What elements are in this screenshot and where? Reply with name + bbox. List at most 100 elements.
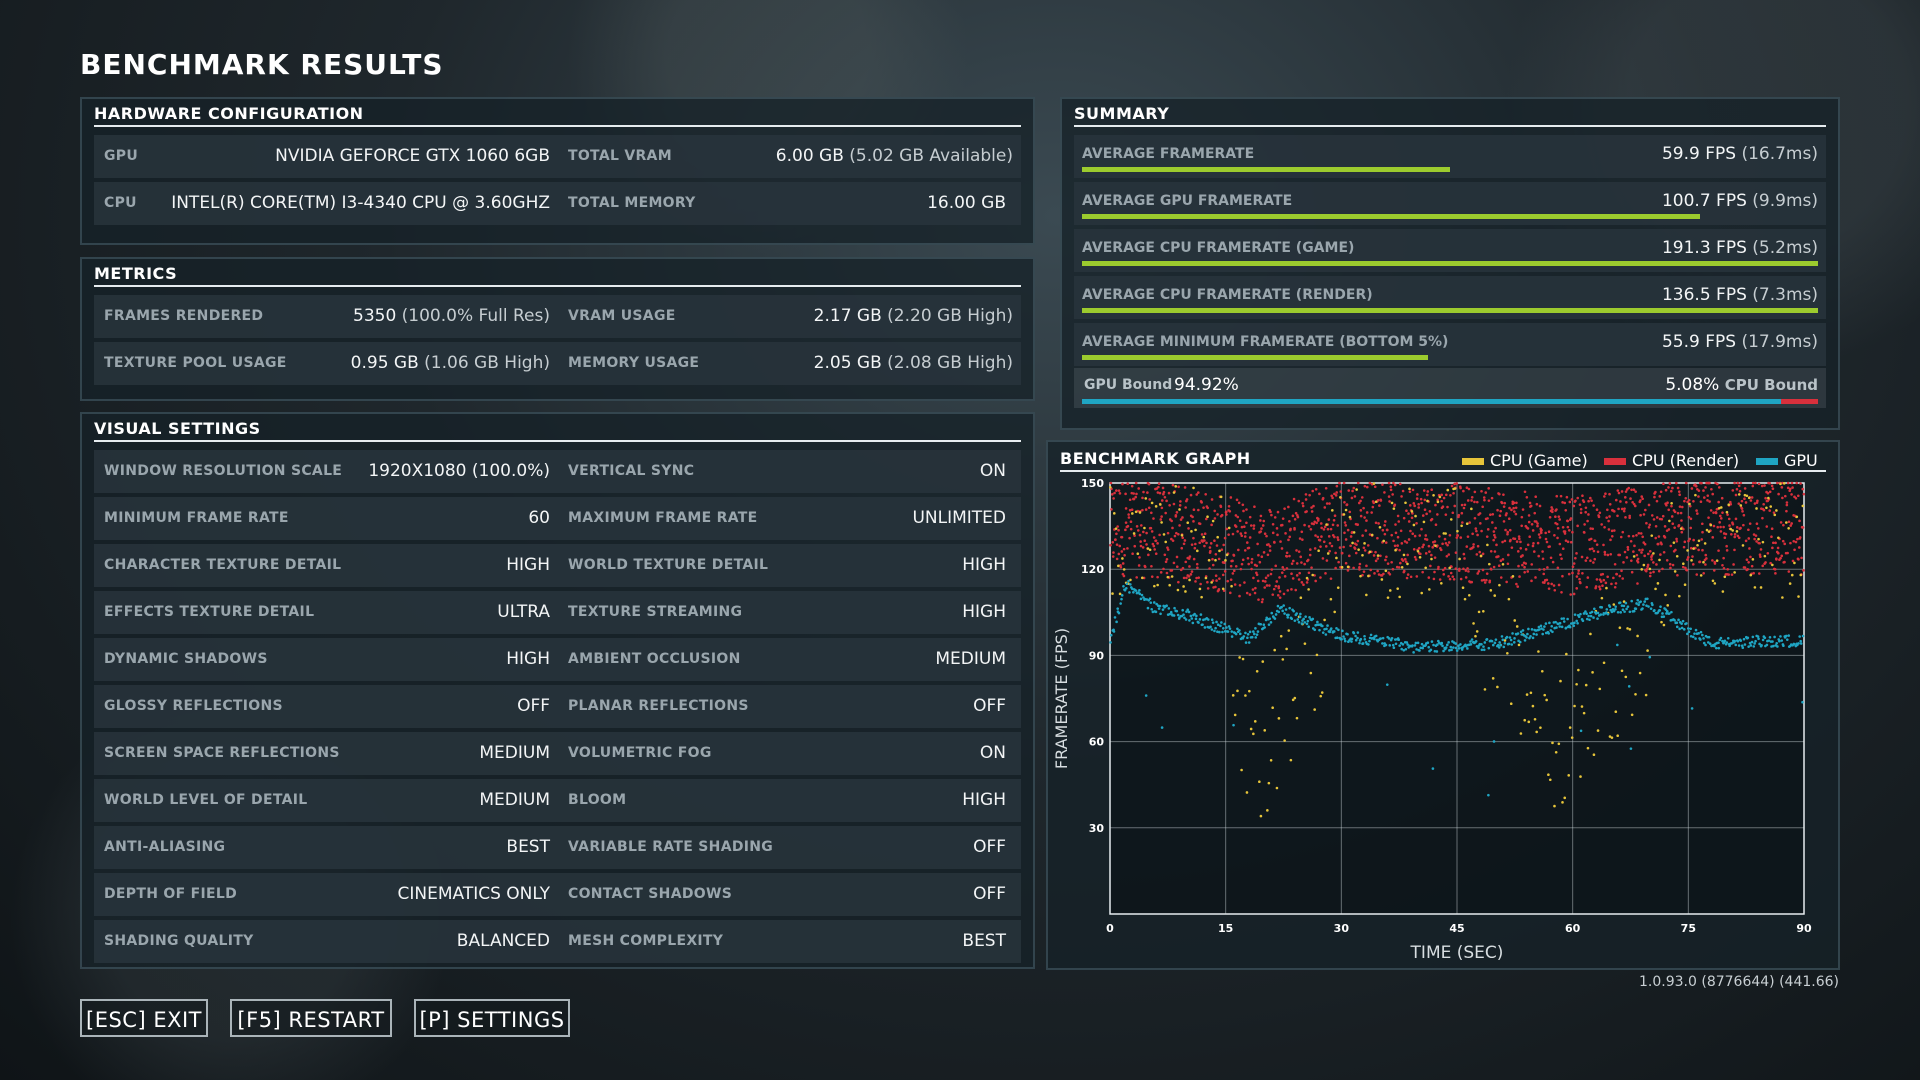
gpu-point <box>1296 618 1300 621</box>
cpu-render-point <box>1771 487 1775 491</box>
cpu-render-point <box>1606 575 1609 579</box>
gpu-point <box>1193 612 1196 616</box>
gpu-point <box>1686 632 1689 636</box>
cpu-render-point <box>1675 539 1679 543</box>
gpu-point <box>1629 747 1633 750</box>
gpu-point <box>1184 618 1188 621</box>
cpu-render-point <box>1524 548 1528 551</box>
cpu-render-point <box>1521 554 1524 557</box>
cpu-game-point <box>1690 559 1693 562</box>
cpu-game-point <box>1511 575 1515 578</box>
cpu-render-point <box>1505 580 1508 584</box>
cpu-render-point <box>1577 569 1581 572</box>
gpu-point <box>1188 619 1191 622</box>
cpu-game-point <box>1146 547 1150 550</box>
cpu-render-point <box>1554 515 1557 519</box>
gpu-point <box>1298 615 1302 619</box>
cpu-render-point <box>1700 522 1704 526</box>
gpu-point <box>1155 602 1158 606</box>
cpu-render-point <box>1326 527 1330 531</box>
cpu-render-point <box>1373 485 1377 489</box>
cpu-render-point <box>1442 573 1446 576</box>
cpu-render-point <box>1537 554 1541 558</box>
gpu-point <box>1116 607 1119 610</box>
cpu-render-point <box>1561 501 1564 504</box>
cpu-render-point <box>1220 548 1224 551</box>
cpu-game-point <box>1344 508 1348 512</box>
gpu-point <box>1464 644 1468 648</box>
cpu-render-point <box>1604 581 1608 585</box>
cpu-render-point <box>1413 504 1416 508</box>
cpu-render-point <box>1579 507 1583 511</box>
cpu-game-point <box>1238 656 1241 659</box>
gpu-point <box>1154 610 1158 614</box>
summary-ms: (17.9ms) <box>1741 332 1818 352</box>
cpu-render-point <box>1361 534 1364 537</box>
gpu-point <box>1119 602 1122 605</box>
cpu-render-point <box>1702 489 1705 492</box>
setting-label: SHADING QUALITY <box>104 933 254 949</box>
setting-label: BLOOM <box>568 792 627 808</box>
cpu-render-point <box>1462 506 1466 510</box>
cpu-render-point <box>1589 527 1593 530</box>
cpu-render-point <box>1441 505 1445 509</box>
gpu-point <box>1304 615 1307 618</box>
cpu-render-point <box>1480 529 1483 533</box>
cpu-render-point <box>1209 542 1213 545</box>
cpu-render-point <box>1202 506 1205 509</box>
cpu-render-point <box>1762 502 1765 506</box>
cpu-render-point <box>1754 481 1757 485</box>
cpu-render-point <box>1439 548 1443 552</box>
cpu-render-point <box>1515 582 1518 586</box>
cpu-render-point <box>1407 520 1411 523</box>
cpu-game-point <box>1311 573 1314 577</box>
cpu-render-point <box>1407 512 1410 515</box>
cpu-render-point <box>1465 486 1469 490</box>
cpu-render-point <box>1603 553 1607 556</box>
cpu-render-point <box>1481 505 1484 509</box>
cpu-game-point <box>1261 660 1265 663</box>
gpu-point <box>1512 641 1516 644</box>
cpu-render-point <box>1473 516 1477 520</box>
gpu-point <box>1112 630 1116 633</box>
cpu-render-point <box>1178 524 1181 527</box>
gpu-point <box>1195 614 1198 618</box>
cpu-render-point <box>1330 494 1333 498</box>
cpu-render-point <box>1523 490 1527 494</box>
cpu-render-point <box>1568 500 1572 504</box>
cpu-render-point <box>1339 490 1343 493</box>
exit-button[interactable]: [ESC] EXIT <box>80 999 208 1037</box>
cpu-render-point <box>1421 570 1424 574</box>
gpu-point <box>1645 604 1648 607</box>
restart-button[interactable]: [F5] RESTART <box>230 999 392 1037</box>
cpu-render-point <box>1239 567 1243 571</box>
cpu-game-point <box>1602 661 1606 665</box>
cpu-render-point <box>1149 526 1153 530</box>
cpu-game-point <box>1682 562 1685 566</box>
cpu-render-point <box>1759 548 1763 551</box>
gpu-point <box>1503 641 1507 645</box>
gpu-point <box>1419 646 1422 650</box>
cpu-render-point <box>1493 533 1496 537</box>
settings-button[interactable]: [P] SETTINGS <box>414 999 570 1037</box>
cpu-render-point <box>1336 538 1340 542</box>
gpu-point <box>1449 645 1453 649</box>
cpu-render-point <box>1545 540 1549 544</box>
cpu-render-point <box>1136 529 1140 532</box>
cpu-render-point <box>1181 536 1185 540</box>
gpu-point <box>1699 638 1702 641</box>
summary-bar-fill <box>1082 261 1818 266</box>
gpu-point <box>1505 635 1509 639</box>
cpu-game-point <box>1172 491 1176 494</box>
cpu-render-point <box>1381 483 1384 486</box>
cpu-game-point <box>1479 554 1483 558</box>
gpu-point <box>1799 639 1802 643</box>
gpu-point <box>1582 612 1586 615</box>
cpu-render-point <box>1406 573 1410 576</box>
cpu-render-point <box>1199 582 1202 586</box>
gpu-point <box>1702 641 1706 645</box>
gpu-point <box>1707 635 1711 639</box>
gpu-point <box>1172 614 1176 617</box>
gpu-point <box>1199 613 1203 616</box>
cpu-render-point <box>1163 553 1167 557</box>
